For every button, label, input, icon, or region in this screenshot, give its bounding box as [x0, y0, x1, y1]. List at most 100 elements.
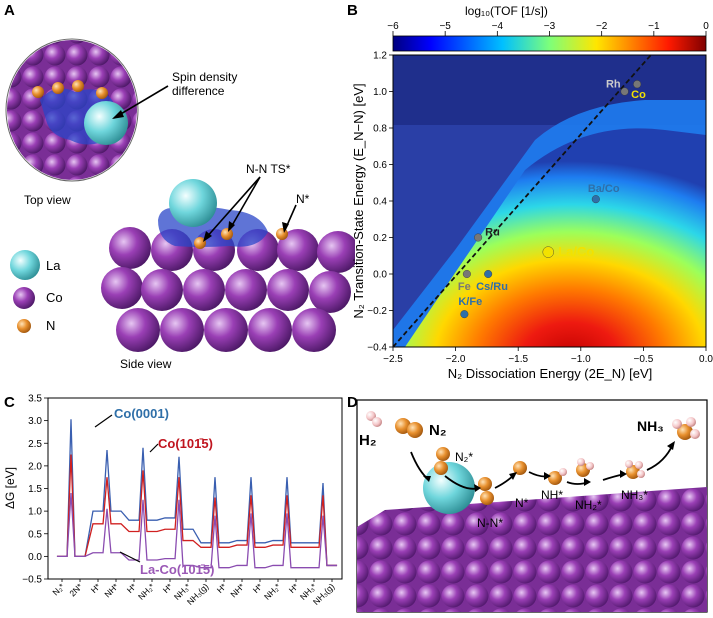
- panel-c-line-chart: −0.50.00.51.01.52.02.53.03.5N₂* 2N* H* NH* H…: [3, 394, 343, 607]
- h2-molecule: [366, 411, 382, 427]
- x-tick-label: −2.0: [446, 354, 466, 365]
- point-label: Cs/Ru: [476, 281, 508, 293]
- colorbar-title: log₁₀(TOF [1/s]): [465, 4, 548, 18]
- heatmap-field: [393, 55, 706, 347]
- top-view-label: Top view: [24, 193, 71, 207]
- point-label: Fe: [458, 281, 471, 293]
- x-tick-label: NH₂*: [136, 581, 157, 602]
- scaling-line: [392, 54, 652, 348]
- la-atom-d: [423, 462, 475, 514]
- label-co1015: Co(101̄5): [158, 436, 213, 451]
- y-axis-label-b: N₂ Transition-State Energy (E_N−N) [eV]: [351, 83, 366, 318]
- x-tick-label: H*: [215, 581, 229, 595]
- point-la-co: [542, 246, 554, 258]
- legend-la-atom: [10, 250, 40, 280]
- n2-molecule: [395, 418, 423, 438]
- panel-c: C −0.5 0.0 0.5 1.0 1.5 2.0 2.5 3.0 3.5 N₂* 2N* H* NH…: [0, 392, 345, 618]
- point-ba-co: [591, 195, 600, 204]
- n-star-label: N*: [296, 192, 310, 206]
- x-tick-label: NH*: [228, 581, 247, 600]
- y-tick-label: 0.2: [373, 233, 387, 244]
- colorbar-tick-label: −4: [492, 21, 504, 32]
- y-tick-label: 1.2: [373, 51, 387, 62]
- y-tick-label: 3.0: [28, 416, 42, 427]
- panel-b: B log₁₀(TOF [1/s]) −6 −5 −4 −3 −2 −1 0: [345, 0, 713, 390]
- y-tick-label: 0.4: [373, 197, 387, 208]
- side-view-slab: [101, 176, 355, 352]
- h2-label: H₂: [359, 432, 377, 449]
- y-axis-label-c: ΔG [eV]: [3, 467, 17, 509]
- nh-star-label: NH*: [541, 488, 564, 502]
- point-label: Co: [631, 89, 646, 101]
- point-label: Rh: [606, 79, 621, 91]
- y-tick-label: 0.0: [28, 552, 42, 563]
- y-tick-label: 0.8: [373, 124, 387, 135]
- y-tick-label: 1.5: [28, 484, 42, 495]
- label-laco1015: La-Co(101̄5): [140, 562, 214, 577]
- ts-label: N-N TS*: [246, 162, 291, 176]
- point-label: Ba/Co: [588, 183, 620, 195]
- x-tick-label: −1.0: [571, 354, 591, 365]
- y-tick-label: 3.5: [28, 394, 42, 405]
- colorbar-tick-label: −6: [387, 21, 399, 32]
- nh3-label: NH₃: [637, 418, 664, 434]
- y-tick-label: 1.0: [373, 87, 387, 98]
- x-tick-label: 0.0: [699, 354, 713, 365]
- y-tick-label: 2.0: [28, 461, 42, 472]
- y-tick-label: −0.2: [367, 306, 387, 317]
- legend-n-atom: [17, 319, 31, 333]
- series-labels: Co(0001) Co(101̄5) La-Co(101̄5): [94, 406, 214, 577]
- panel-a-illustration: [5, 38, 355, 352]
- y-tick-label: −0.5: [22, 575, 42, 586]
- point-label: K/Fe: [458, 296, 482, 308]
- nn-star-label: N-N*: [477, 516, 503, 530]
- point-label: La/Co: [558, 244, 594, 259]
- panel-d-illustration: [356, 399, 708, 613]
- y-tick-label: 0.5: [28, 529, 42, 540]
- y-tick-label: 0.6: [373, 160, 387, 171]
- x-tick-label: H*: [89, 581, 103, 595]
- series-2-line: [56, 492, 338, 569]
- top-view-oval: [5, 38, 139, 182]
- panel-d-label: D: [347, 394, 358, 411]
- x-tick-label: 2N*: [67, 581, 85, 599]
- nh3-molecule: [672, 417, 700, 440]
- nh2-star-label: NH₂*: [575, 498, 602, 512]
- panel-c-label: C: [4, 394, 15, 411]
- n2-label: N₂: [429, 422, 447, 439]
- spin-density-callout: Spin density difference: [172, 70, 238, 98]
- point-fe: [462, 270, 471, 279]
- legend-co-atom: [13, 287, 35, 309]
- y-tick-label: 0.0: [373, 270, 387, 281]
- x-tick-label: −2.5: [383, 354, 403, 365]
- y-tick-label: 2.5: [28, 439, 42, 450]
- colorbar-tick-label: −3: [544, 21, 556, 32]
- panel-a: A: [0, 0, 355, 390]
- x-axis-label-b: N₂ Dissociation Energy (2E_N) [eV]: [448, 366, 652, 381]
- point-label: Ru: [485, 227, 500, 239]
- panel-b-heatmap: −6 −5 −4 −3 −2 −1 0 −2.5 −2.0 −1.5 −1.0 −0.5 0.0 −0.…: [351, 21, 713, 381]
- x-tick-label: NH*: [102, 581, 121, 600]
- nh3-star-label: NH₃*: [621, 488, 648, 502]
- legend-co-label: Co: [46, 290, 63, 305]
- x-tick-label: −1.5: [508, 354, 528, 365]
- legend-n-label: N: [46, 318, 56, 333]
- colorbar-tick-label: 0: [703, 21, 709, 32]
- y-tick-label: 1.0: [28, 507, 42, 518]
- axes-b: −2.5 −2.0 −1.5 −1.0 −0.5 0.0 −0.4 −0.2 0.0 0.2 0.4…: [367, 51, 713, 366]
- series-1-line: [56, 454, 338, 567]
- colorbar-tick-label: −2: [596, 21, 608, 32]
- point-co: [633, 80, 642, 89]
- la-atom-top: [84, 101, 128, 145]
- point-ru: [474, 233, 483, 242]
- colorbar-tick-label: −1: [648, 21, 660, 32]
- panel-a-label: A: [4, 2, 15, 19]
- n2-star-label: N₂*: [455, 450, 473, 464]
- panel-d: D: [345, 392, 713, 618]
- y-tick-label: −0.4: [367, 343, 387, 354]
- series-0-line: [56, 419, 338, 567]
- la-atom-side: [169, 179, 217, 227]
- x-tick-label: NH₂*: [262, 581, 283, 602]
- point-cs-ru: [484, 270, 493, 279]
- colorbar: [392, 35, 707, 52]
